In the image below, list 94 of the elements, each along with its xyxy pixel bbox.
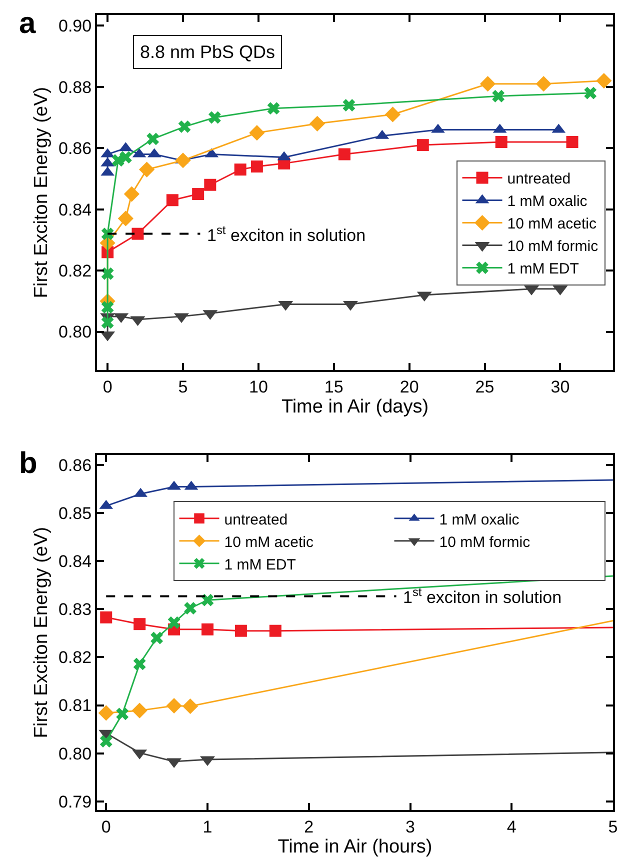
- point: [116, 708, 129, 720]
- ref-line-label: 1$^{st}$ exciton in solution: [403, 585, 562, 608]
- y-tick-label: 0.88: [58, 78, 92, 97]
- y-tick-label: 0.83: [58, 600, 92, 620]
- point: [101, 301, 114, 314]
- point: [175, 152, 191, 168]
- legend-label: untreated: [507, 170, 571, 188]
- point: [100, 611, 112, 624]
- x-tick-label: 5: [608, 817, 618, 836]
- point: [146, 132, 160, 146]
- point: [204, 178, 216, 191]
- legend-label: untreated: [224, 511, 288, 528]
- point: [492, 90, 505, 102]
- point: [495, 136, 508, 148]
- legend-label: 1 mM EDT: [507, 260, 579, 278]
- point: [150, 632, 164, 644]
- x-tick-label: 3: [406, 817, 415, 836]
- point: [138, 162, 155, 178]
- point: [269, 624, 282, 637]
- x-tick-label: 0: [102, 377, 112, 396]
- y-tick-label: 0.82: [58, 261, 92, 280]
- legend-label: 10 mM acetic: [224, 534, 314, 551]
- point: [184, 602, 196, 614]
- point: [101, 267, 114, 280]
- point: [124, 186, 140, 202]
- x-axis-title: Time in Air (days): [281, 396, 429, 418]
- x-tick-label: 15: [324, 377, 344, 396]
- point: [234, 164, 246, 176]
- point: [566, 136, 578, 148]
- y-tick-label: 0.79: [58, 792, 92, 812]
- point: [201, 594, 214, 606]
- x-tick-label: 2: [304, 817, 314, 836]
- ref-line-label: 1$^{st}$ exciton in solution: [207, 223, 366, 246]
- x-axis-title: Time in Air (hours): [278, 836, 432, 858]
- point: [338, 148, 350, 160]
- x-tick-label: 0: [101, 817, 111, 836]
- text: b: [19, 447, 38, 480]
- legend-label: 1 mM EDT: [224, 556, 296, 574]
- y-tick-label: 0.84: [58, 200, 92, 220]
- y-tick-label: 0.86: [58, 139, 92, 158]
- y-tick-label: 0.82: [58, 648, 92, 668]
- point: [101, 316, 114, 329]
- point: [596, 73, 612, 89]
- legend-label: 1 mM oxalic: [439, 511, 520, 528]
- point: [480, 76, 496, 92]
- x-tick-label: 4: [506, 817, 516, 836]
- point: [98, 705, 114, 721]
- y-axis-title: First Exciton Energy (eV): [30, 526, 52, 738]
- x-tick-label: 25: [475, 377, 494, 396]
- point: [182, 698, 198, 714]
- point: [132, 702, 148, 718]
- point: [208, 111, 221, 124]
- y-tick-label: 0.84: [58, 552, 92, 572]
- point: [202, 623, 214, 636]
- point: [250, 160, 263, 172]
- y-axis-title: First Exciton Energy (eV): [30, 86, 52, 298]
- annotation: 8.8 nm PbS QDs: [140, 42, 276, 62]
- point: [132, 228, 144, 240]
- point: [178, 120, 191, 133]
- point: [584, 86, 597, 100]
- point: [100, 735, 112, 748]
- point: [133, 658, 146, 670]
- point: [134, 618, 146, 630]
- y-tick-label: 0.81: [58, 696, 92, 716]
- legend-label: 10 mM formic: [439, 534, 531, 551]
- point: [249, 125, 265, 141]
- point: [166, 698, 182, 714]
- point: [118, 210, 134, 226]
- x-tick-label: 10: [248, 377, 268, 396]
- legend-label: 1 mM oxalic: [507, 193, 588, 210]
- point: [309, 116, 326, 132]
- y-tick-label: 0.86: [58, 456, 92, 476]
- point: [384, 106, 401, 122]
- legend-label: 10 mM formic: [507, 238, 599, 256]
- x-tick-label: 5: [178, 377, 188, 396]
- point: [192, 188, 204, 200]
- y-tick-label: 0.80: [58, 744, 92, 764]
- point: [536, 76, 552, 92]
- x-tick-label: 20: [400, 377, 419, 396]
- y-tick-label: 0.90: [58, 16, 92, 36]
- point: [101, 228, 114, 240]
- point: [267, 102, 280, 115]
- point: [119, 151, 132, 164]
- point: [234, 624, 247, 637]
- point: [168, 616, 180, 629]
- point: [166, 194, 178, 206]
- y-tick-label: 0.85: [58, 504, 92, 524]
- legend-label: 10 mM acetic: [507, 216, 597, 233]
- x-tick-label: 1: [202, 817, 212, 836]
- x-tick-label: 30: [550, 377, 570, 396]
- y-tick-label: 0.80: [58, 322, 92, 342]
- point: [342, 99, 356, 112]
- text: a: [19, 7, 36, 40]
- point: [416, 139, 429, 152]
